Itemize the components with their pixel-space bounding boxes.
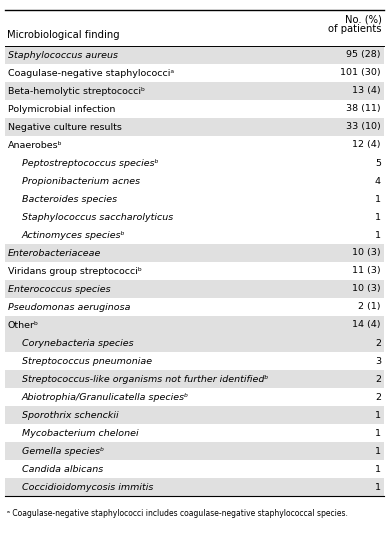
Bar <box>5 64 384 82</box>
Text: 2 (1): 2 (1) <box>359 302 381 312</box>
Text: of patients: of patients <box>328 24 382 34</box>
Text: ᵃ Coagulase-negative staphylococci includes coagulase-negative staphylococcal sp: ᵃ Coagulase-negative staphylococci inclu… <box>7 509 348 518</box>
Text: 4: 4 <box>375 176 381 186</box>
Text: 1: 1 <box>375 464 381 473</box>
Text: 12 (4): 12 (4) <box>352 140 381 150</box>
Text: 2: 2 <box>375 374 381 384</box>
Text: 2: 2 <box>375 338 381 348</box>
Text: Beta-hemolytic streptococciᵇ: Beta-hemolytic streptococciᵇ <box>8 87 145 96</box>
Bar <box>5 334 384 352</box>
Bar <box>5 172 384 190</box>
Text: 1: 1 <box>375 483 381 492</box>
Text: 2: 2 <box>375 393 381 401</box>
Text: 10 (3): 10 (3) <box>352 285 381 294</box>
Text: Polymicrobial infection: Polymicrobial infection <box>8 104 116 114</box>
Text: Viridans group streptococciᵇ: Viridans group streptococciᵇ <box>8 266 142 275</box>
Text: Enterobacteriaceae: Enterobacteriaceae <box>8 249 102 258</box>
Bar <box>5 82 384 100</box>
Bar <box>5 280 384 298</box>
Text: 1: 1 <box>375 230 381 239</box>
Bar <box>5 406 384 424</box>
Text: Streptococcus pneumoniae: Streptococcus pneumoniae <box>22 357 152 365</box>
Text: Streptococcus-like organisms not further identifiedᵇ: Streptococcus-like organisms not further… <box>22 374 268 384</box>
Text: Coccidioidomycosis immitis: Coccidioidomycosis immitis <box>22 483 153 492</box>
Text: Actinomyces speciesᵇ: Actinomyces speciesᵇ <box>22 230 126 239</box>
Text: Enterococcus species: Enterococcus species <box>8 285 110 294</box>
Text: No. (%): No. (%) <box>345 14 382 24</box>
Text: 1: 1 <box>375 410 381 420</box>
Bar <box>5 442 384 460</box>
Bar <box>5 226 384 244</box>
Text: 3: 3 <box>375 357 381 365</box>
Text: Staphylococcus aureus: Staphylococcus aureus <box>8 51 118 60</box>
Text: Staphylococcus saccharolyticus: Staphylococcus saccharolyticus <box>22 213 173 222</box>
Text: 1: 1 <box>375 447 381 456</box>
Bar <box>5 154 384 172</box>
Bar <box>5 100 384 118</box>
Text: Corynebacteria species: Corynebacteria species <box>22 338 134 348</box>
Bar <box>5 136 384 154</box>
Text: 5: 5 <box>375 159 381 167</box>
Bar <box>5 298 384 316</box>
Text: Candida albicans: Candida albicans <box>22 464 103 473</box>
Text: 1: 1 <box>375 213 381 222</box>
Bar <box>5 370 384 388</box>
Text: 1: 1 <box>375 195 381 203</box>
Bar <box>5 316 384 334</box>
Text: Gemella speciesᵇ: Gemella speciesᵇ <box>22 447 104 456</box>
Bar <box>5 46 384 64</box>
Bar <box>5 208 384 226</box>
Text: 101 (30): 101 (30) <box>340 68 381 77</box>
Bar <box>5 424 384 442</box>
Bar <box>5 388 384 406</box>
Bar <box>5 244 384 262</box>
Bar <box>5 478 384 496</box>
Bar <box>5 190 384 208</box>
Bar <box>5 352 384 370</box>
Text: 95 (28): 95 (28) <box>347 51 381 60</box>
Text: 10 (3): 10 (3) <box>352 249 381 258</box>
Text: Mycobacterium chelonei: Mycobacterium chelonei <box>22 428 138 437</box>
Text: 1: 1 <box>375 428 381 437</box>
Text: Coagulase-negative staphylococciᵃ: Coagulase-negative staphylococciᵃ <box>8 68 174 77</box>
Text: Anaerobesᵇ: Anaerobesᵇ <box>8 140 63 150</box>
Text: Pseudomonas aeruginosa: Pseudomonas aeruginosa <box>8 302 130 312</box>
Text: Abiotrophia/Granulicatella speciesᵇ: Abiotrophia/Granulicatella speciesᵇ <box>22 393 189 401</box>
Text: 13 (4): 13 (4) <box>352 87 381 96</box>
Text: 14 (4): 14 (4) <box>352 321 381 329</box>
Text: 38 (11): 38 (11) <box>346 104 381 114</box>
Bar <box>5 262 384 280</box>
Text: Sporothrix schenckii: Sporothrix schenckii <box>22 410 119 420</box>
Bar <box>5 460 384 478</box>
Text: 33 (10): 33 (10) <box>346 123 381 131</box>
Text: Negative culture results: Negative culture results <box>8 123 122 131</box>
Text: Bacteroides species: Bacteroides species <box>22 195 117 203</box>
Text: 11 (3): 11 (3) <box>352 266 381 275</box>
Text: Microbiological finding: Microbiological finding <box>7 30 120 40</box>
Text: Otherᵇ: Otherᵇ <box>8 321 39 329</box>
Text: Propionibacterium acnes: Propionibacterium acnes <box>22 176 140 186</box>
Bar <box>5 118 384 136</box>
Text: Peptostreptococcus speciesᵇ: Peptostreptococcus speciesᵇ <box>22 159 159 167</box>
